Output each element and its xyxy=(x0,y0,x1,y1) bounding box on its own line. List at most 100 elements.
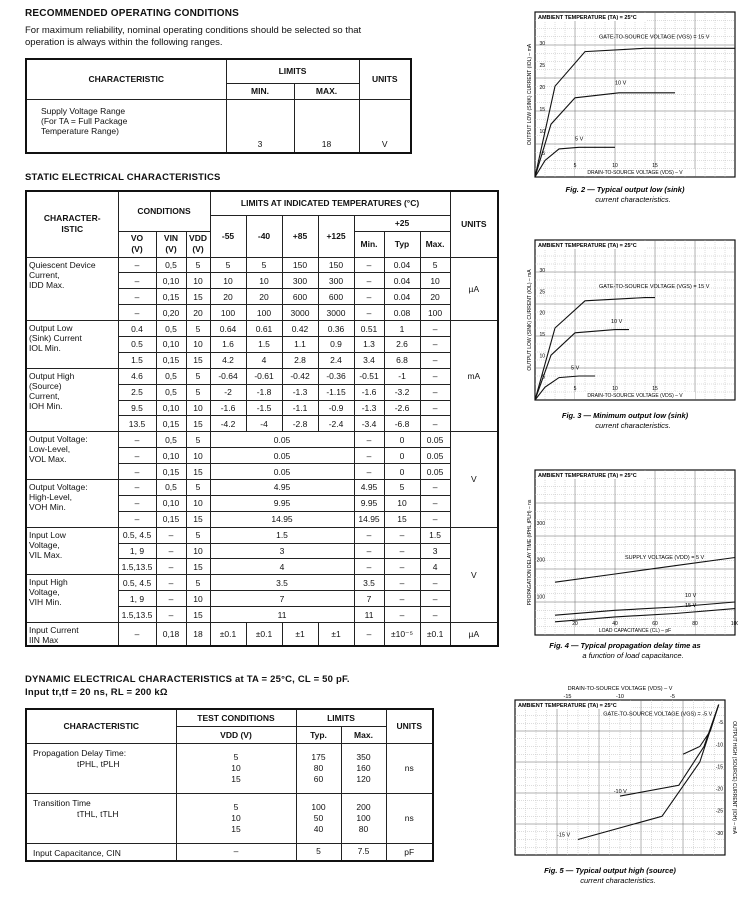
cell: -3.4 xyxy=(353,415,385,433)
value-line: 5 xyxy=(316,846,321,857)
cell: ±1 xyxy=(281,621,319,647)
cell: 10 xyxy=(185,272,211,290)
row: VDD (V) Typ. Max. xyxy=(26,725,433,744)
y-axis-label: PROPAGATION DELAY TIME (tPHL,tPLH) – ns xyxy=(527,499,533,605)
cell: 100 xyxy=(209,304,247,322)
cell: – xyxy=(117,272,157,290)
cell: 10 xyxy=(185,590,211,608)
header-line: VDD xyxy=(189,233,207,243)
cell: -2.6 xyxy=(383,399,421,417)
figure-caption: Fig. 3 — Minimum output low (sink) xyxy=(562,411,689,420)
cell: -0.36 xyxy=(317,367,355,385)
cell: 0,10 xyxy=(155,335,187,353)
value-line: 15 xyxy=(231,823,241,834)
curve-label: GATE-TO-SOURCE VOLTAGE (VGS) = 15 V xyxy=(599,34,710,40)
figure-caption: current characteristics. xyxy=(580,876,655,885)
cell: 5 xyxy=(185,526,211,544)
figure-caption: current characteristics. xyxy=(595,421,670,430)
curve-label: -10 V xyxy=(614,789,627,795)
header-cell: Typ. xyxy=(295,725,342,744)
cell: 0 xyxy=(383,447,421,465)
cell: – xyxy=(419,510,451,528)
cell: 20 xyxy=(185,304,211,322)
curve xyxy=(534,329,629,401)
cell: – xyxy=(419,478,451,496)
row: Output Voltage: High-Level, VOH Min. –0,5 5 4… xyxy=(25,478,498,528)
x-tick-label: -15 xyxy=(564,694,572,700)
cell: – xyxy=(419,399,451,417)
cell: – xyxy=(419,351,451,369)
y-tick-label: -20 xyxy=(716,787,723,793)
cell: – xyxy=(117,288,157,306)
label-line: Low-Level, xyxy=(29,444,71,455)
curve xyxy=(534,297,655,401)
cell: 0,15 xyxy=(155,463,187,480)
cell: -0.64 xyxy=(209,367,247,385)
cell: ±0.1 xyxy=(419,621,451,647)
y-axis-label: OUTPUT HIGH (SOURCE) CURRENT (IOH) – mA xyxy=(731,721,737,835)
curve-label: 10 V xyxy=(611,319,623,325)
cell: 4.95 xyxy=(353,478,385,496)
cell: 0,10 xyxy=(155,447,187,465)
y-tick-label: 30 xyxy=(539,268,545,274)
header-cell: VDD (V) xyxy=(175,725,297,744)
figure-caption: Fig. 5 — Typical output high (source) xyxy=(544,866,676,875)
cell: – xyxy=(353,621,385,647)
cell: -0.51 xyxy=(353,367,385,385)
cell: -1 xyxy=(383,367,421,385)
cell: 0 xyxy=(383,431,421,449)
cell: – xyxy=(419,494,451,512)
y-tick-label: 15 xyxy=(539,107,545,113)
cell: 0,5 xyxy=(155,256,187,274)
cell: 100 50 40 xyxy=(295,792,342,844)
cell: 600 xyxy=(317,288,355,306)
x-tick-label: 100 xyxy=(731,621,738,627)
x-tick-label: 5 xyxy=(574,386,577,392)
cell: 0,5 xyxy=(155,367,187,385)
row: Quiescent Device Current, IDD Max. –0,5 5 5 5 1… xyxy=(25,256,499,322)
cell: – xyxy=(117,478,157,496)
header-cell: LIMITS xyxy=(225,58,360,84)
curve-label: 10 V xyxy=(685,593,697,599)
cell: 5 xyxy=(185,478,211,496)
cell: 2.4 xyxy=(317,351,355,369)
dynamic-table: CHARACTERISTIC TEST CONDITIONS LIMITS UNITS… xyxy=(25,708,435,862)
cell: 0,5 xyxy=(155,320,187,337)
cell: 300 xyxy=(281,272,319,290)
label-line: Current, xyxy=(29,390,60,401)
x-tick-label: 20 xyxy=(572,621,578,627)
label-line: IDD Max. xyxy=(29,279,65,290)
y-tick-label: 20 xyxy=(539,85,545,91)
cell: – xyxy=(353,542,385,560)
cell: 1.5,13.5 xyxy=(117,606,157,623)
cell: – xyxy=(353,256,385,274)
header-cell: TEST CONDITIONS xyxy=(175,708,297,727)
cell: 10 xyxy=(209,272,247,290)
cell: 10 xyxy=(185,542,211,560)
cell: 0.05 xyxy=(419,431,451,449)
header-bg xyxy=(536,471,646,479)
label-line: tTHL, tTLH xyxy=(77,808,119,819)
cell: 0,5 xyxy=(155,383,187,401)
cell: – xyxy=(383,574,421,592)
cell: 200 100 80 xyxy=(340,792,387,844)
cell: 0.5, 4.5 xyxy=(117,526,157,544)
cell: 175 80 60 xyxy=(295,742,342,794)
cell: 0.05 xyxy=(209,463,355,480)
header-cell: VIN (V) xyxy=(155,230,187,258)
row: CHARACTER- ISTIC CONDITIONS LIMITS AT INDIC… xyxy=(25,190,499,258)
cell: -0.42 xyxy=(281,367,319,385)
cell: -4 xyxy=(245,415,283,433)
cell: 0.05 xyxy=(419,463,451,480)
value-line: 100 xyxy=(356,812,371,823)
cell: 300 xyxy=(317,272,355,290)
cell: -1.5 xyxy=(245,399,283,417)
y-tick-label: 100 xyxy=(537,594,546,600)
cell: – xyxy=(383,606,421,623)
cell: -1.15 xyxy=(317,383,355,401)
cell: 0 xyxy=(383,463,421,480)
x-tick-label: 15 xyxy=(652,163,658,169)
label-line: tPHL, tPLH xyxy=(77,758,120,769)
x-axis-label: LOAD CAPACITANCE (CL) – pF xyxy=(599,628,671,634)
